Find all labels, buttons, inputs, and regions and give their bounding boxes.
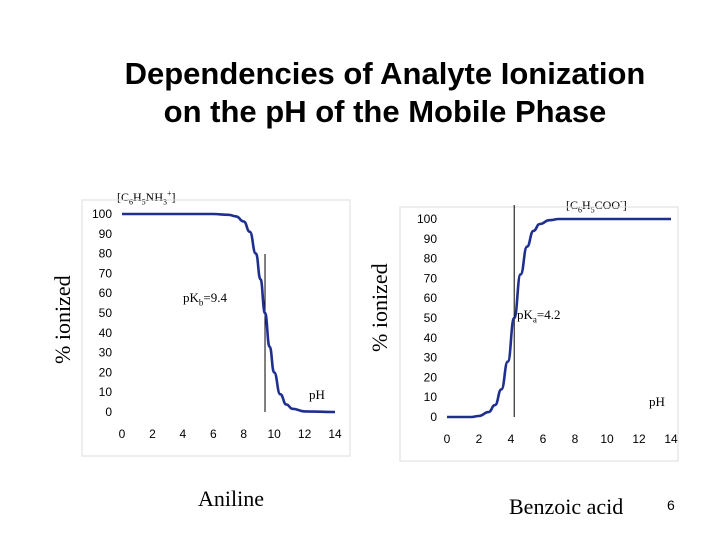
page-number: 6 xyxy=(667,497,675,513)
benzoate-y-tick-label: 50 xyxy=(424,311,438,325)
benzoate-y-tick-label: 80 xyxy=(424,252,438,266)
benzoate-y-tick-label: 20 xyxy=(424,370,438,384)
benzoate-x-tick-label: 4 xyxy=(508,432,515,446)
title-line-1: Dependencies of Analyte Ionization xyxy=(124,56,646,91)
benzoate-chart: 0 10 20 30 40 50 60 70 80 90 100 0 2 4 6 8 10 12 14 xyxy=(399,205,679,462)
benzoate-y-tick-label: 0 xyxy=(430,410,437,424)
benzoate-caption: Benzoic acid xyxy=(509,494,624,519)
benzoate-y-tick-label: 90 xyxy=(424,232,438,246)
aniline-caption: Aniline xyxy=(198,486,264,511)
aniline-x-tick-label: 0 xyxy=(119,427,126,441)
aniline-plot-frame xyxy=(81,199,351,457)
benzoate-y-tick-label: 40 xyxy=(424,331,438,345)
aniline-ionization-curve xyxy=(122,212,336,414)
benzoate-x-tick-label: 2 xyxy=(476,432,483,446)
benzoate-y-tick-label: 60 xyxy=(424,291,438,305)
benzoate-x-tick-label: 10 xyxy=(600,432,614,446)
aniline-x-tick-label: 4 xyxy=(180,427,187,441)
aniline-chart: 0 10 20 30 40 50 60 70 80 90 100 0 2 4 6 8 10 12 14 xyxy=(81,199,351,457)
aniline-y-tick-label: 10 xyxy=(99,385,113,399)
benzoate-y-tick-label: 100 xyxy=(417,212,437,226)
aniline-x-tick-label: 10 xyxy=(267,427,281,441)
benzoate-x-axis-label: pH xyxy=(649,394,665,409)
aniline-x-tick-label: 6 xyxy=(210,427,217,441)
aniline-x-tick-label: 12 xyxy=(298,427,312,441)
benzoate-pka-annotation: pKa=4.2 xyxy=(517,307,561,325)
aniline-y-tick-label: 70 xyxy=(99,266,113,280)
aniline-y-tick-label: 100 xyxy=(92,207,112,221)
benzoate-x-tick-label: 14 xyxy=(664,432,678,446)
aniline-y-tick-label: 30 xyxy=(99,346,113,360)
aniline-x-tick-label: 14 xyxy=(328,427,342,441)
benzoate-y-tick-label: 10 xyxy=(424,390,438,404)
aniline-y-tick-label: 20 xyxy=(99,365,113,379)
aniline-x-axis-label: pH xyxy=(309,387,325,402)
aniline-x-tick-label: 2 xyxy=(149,427,156,441)
benzoate-y-tick-label: 70 xyxy=(424,271,438,285)
aniline-y-tick-label: 0 xyxy=(105,405,112,419)
aniline-y-tick-label: 60 xyxy=(99,286,113,300)
benzoate-x-tick-label: 8 xyxy=(572,432,579,446)
benzoate-y-tick-label: 30 xyxy=(424,351,438,365)
benzoate-ionization-curve xyxy=(446,217,671,419)
aniline-y-tick-label: 40 xyxy=(99,326,113,340)
benzoate-x-tick-label: 6 xyxy=(540,432,547,446)
slide-title: Dependencies of Analyte Ionization on th… xyxy=(0,55,720,131)
benzoate-x-tick-label: 12 xyxy=(632,432,646,446)
title-line-2: on the pH of the Mobile Phase xyxy=(163,94,607,129)
benzoate-species-label: [C6H5COO-] xyxy=(566,197,627,215)
benzoate-plot-frame xyxy=(399,206,679,462)
aniline-y-tick-label: 90 xyxy=(99,227,113,241)
benzoate-x-tick-label: 0 xyxy=(444,432,451,446)
aniline-y-tick-label: 80 xyxy=(99,247,113,261)
aniline-pkb-annotation: pKb=9.4 xyxy=(183,290,227,308)
aniline-x-tick-label: 8 xyxy=(240,427,247,441)
aniline-y-tick-label: 50 xyxy=(99,306,113,320)
